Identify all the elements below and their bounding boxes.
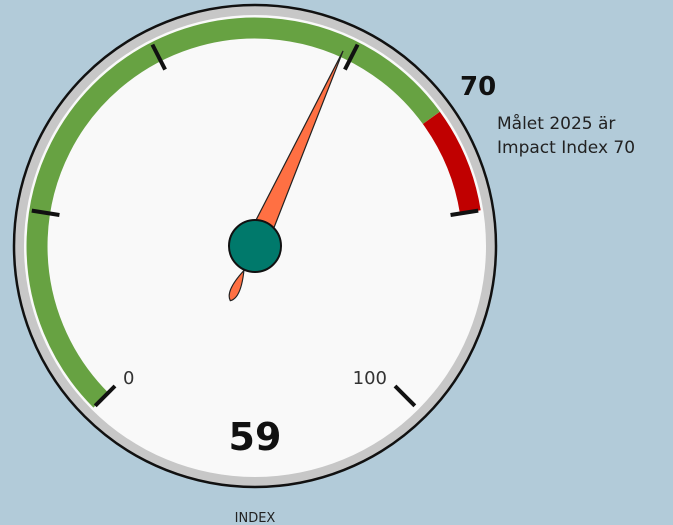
gauge-band-red: [422, 111, 481, 214]
target-caption-line-1: Målet 2025 är: [497, 114, 616, 134]
gauge-tick: [93, 384, 117, 408]
gauge-hub: [228, 219, 282, 273]
gauge-band-green: [26, 17, 440, 408]
target-caption-line-2: Impact Index 70: [497, 138, 636, 158]
gauge-unit-label: INDEX: [235, 511, 276, 525]
target-value: 70: [460, 72, 497, 102]
gauge-tick: [150, 43, 167, 71]
tick-label-max: 100: [353, 368, 387, 389]
gauge-value-label: 59: [229, 415, 282, 459]
gauge-tick: [31, 208, 60, 218]
gauge-tick: [343, 43, 360, 71]
gauge-tick: [450, 208, 479, 218]
gauge-ticks: [31, 43, 479, 408]
target-caption: Målet 2025 är Impact Index 70: [497, 112, 635, 160]
gauge-tick: [393, 384, 417, 408]
tick-label-min: 0: [123, 368, 134, 389]
